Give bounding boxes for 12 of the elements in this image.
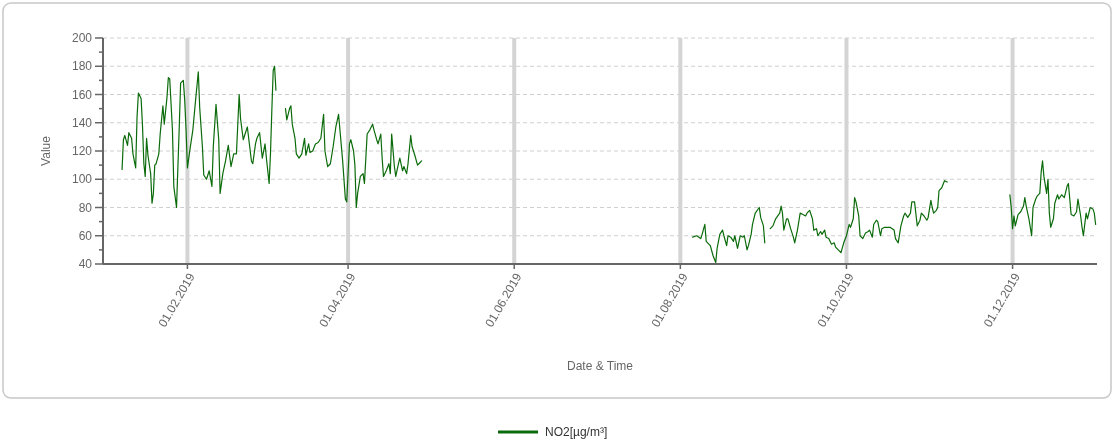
y-tick-label: 100 (71, 172, 93, 187)
y-tick-label: 160 (71, 87, 93, 102)
y-tick-label: 60 (78, 228, 93, 243)
y-tick-label: 40 (78, 257, 93, 272)
x-axis-title: Date & Time (566, 359, 634, 373)
y-tick-label: 80 (78, 200, 93, 215)
y-tick-label: 140 (71, 115, 93, 130)
legend-label: NO2[µg/m³] (545, 425, 608, 440)
y-tick-label: 200 (71, 31, 93, 46)
y-tick-label: 120 (71, 144, 93, 159)
y-tick-label: 180 (71, 59, 93, 74)
y-axis-title: Value (39, 135, 53, 166)
